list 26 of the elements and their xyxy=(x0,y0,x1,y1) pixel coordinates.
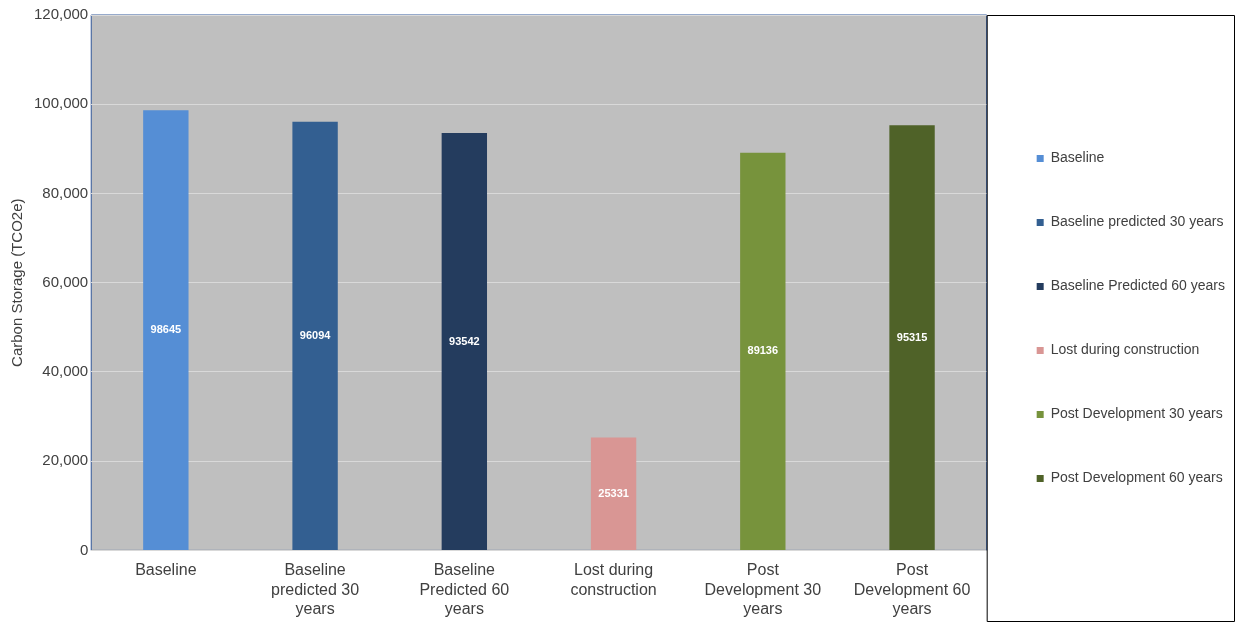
data-label: 93542 xyxy=(449,334,480,347)
data-label: 25331 xyxy=(598,486,629,499)
x-tick-label: Baseline Predicted 60 years xyxy=(419,561,510,617)
y-tick-label: 40,000 xyxy=(42,362,89,380)
y-tick-label: 20,000 xyxy=(42,451,89,469)
y-tick-label: 60,000 xyxy=(42,272,89,290)
x-tick-label: Baseline predicted 30 years xyxy=(271,561,360,617)
y-tick-label: 120,000 xyxy=(33,5,89,23)
legend-label: Baseline predicted 30 years xyxy=(1050,213,1224,230)
legend-label: Baseline xyxy=(1050,149,1105,166)
data-label: 89136 xyxy=(747,344,779,357)
y-axis-title: Carbon Storage (TCO2e) xyxy=(8,198,26,367)
y-tick-label: 80,000 xyxy=(42,183,89,201)
x-tick-label: Lost during construction xyxy=(570,561,657,598)
x-tick-label: Post Development 60 years xyxy=(853,561,971,617)
legend-label: Lost during construction xyxy=(1050,341,1200,358)
x-tick-label: Post Development 30 years xyxy=(704,561,822,617)
y-tick-label: 100,000 xyxy=(33,94,89,112)
legend-label: Post Development 30 years xyxy=(1050,405,1223,422)
y-tick-label: 0 xyxy=(79,540,89,558)
x-tick-label: Baseline xyxy=(135,561,197,579)
data-label: 95315 xyxy=(896,330,928,343)
data-label: 96094 xyxy=(299,328,332,341)
data-label: 98645 xyxy=(150,323,182,336)
legend-label: Baseline Predicted 60 years xyxy=(1050,277,1225,294)
legend-label: Post Development 60 years xyxy=(1050,469,1223,486)
